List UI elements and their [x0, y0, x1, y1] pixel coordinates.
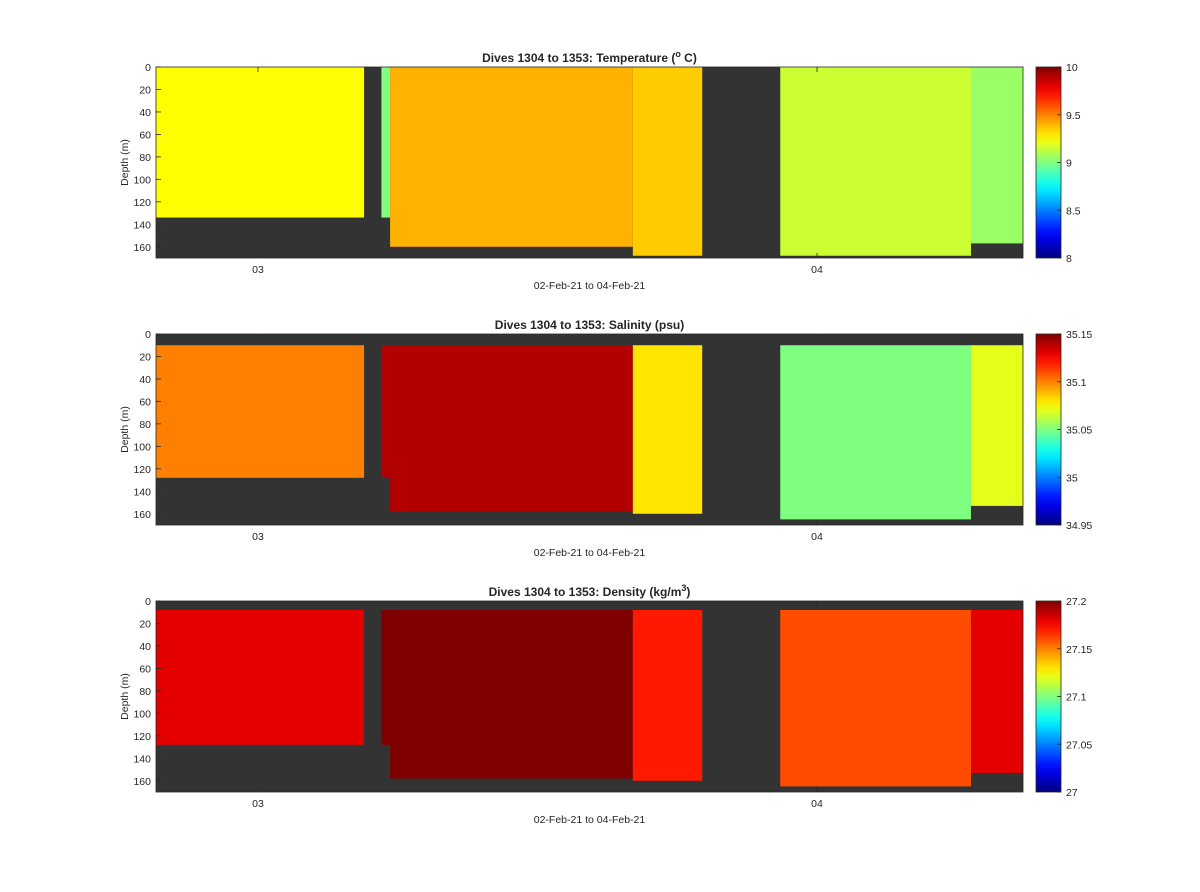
data-column-1: [381, 67, 391, 218]
y-tick-label: 140: [133, 753, 151, 765]
y-tick-label: 100: [133, 174, 151, 186]
data-column-0: [156, 67, 365, 218]
data-column-4: [780, 609, 971, 787]
y-tick-label: 0: [145, 62, 151, 74]
y-tick-label: 40: [139, 374, 151, 386]
colorbar-tick-label: 27: [1066, 787, 1078, 799]
chart-title: Dives 1304 to 1353: Density (kg/m3): [489, 583, 691, 599]
x-axis-label: 02-Feb-21 to 04-Feb-21: [534, 814, 646, 826]
y-tick-label: 20: [139, 351, 151, 363]
y-tick-label: 40: [139, 107, 151, 119]
y-tick-label: 160: [133, 509, 151, 521]
y-tick-label: 120: [133, 731, 151, 743]
colorbar-tick-label: 9.5: [1066, 110, 1081, 122]
colorbar-tick-label: 27.15: [1066, 644, 1092, 656]
colorbar: [1035, 66, 1062, 259]
chart-title: Dives 1304 to 1353: Temperature (o C): [482, 49, 697, 65]
plot-frame: [155, 333, 1024, 526]
colorbar-tick-label: 27.1: [1066, 692, 1087, 704]
y-tick-label: 100: [133, 708, 151, 720]
colorbar: [1035, 600, 1062, 793]
x-tick-label: 04: [811, 531, 823, 543]
y-tick-label: 80: [139, 152, 151, 164]
y-tick-label: 160: [133, 242, 151, 254]
chart-title: Dives 1304 to 1353: Salinity (psu): [495, 318, 684, 332]
y-tick-label: 20: [139, 84, 151, 96]
data-column-3: [632, 67, 703, 256]
x-axis-label: 02-Feb-21 to 04-Feb-21: [534, 280, 646, 292]
colorbar-tick-label: 8.5: [1066, 205, 1081, 217]
y-tick-label: 100: [133, 441, 151, 453]
colorbar-tick-label: 35.1: [1066, 377, 1087, 389]
y-tick-label: 60: [139, 129, 151, 141]
data-column-5: [970, 345, 1023, 506]
plot-frame: [155, 600, 1024, 793]
data-column-2: [390, 345, 633, 512]
data-column-1: [381, 609, 391, 745]
y-axis-label: Depth (m): [119, 406, 131, 453]
data-column-3: [632, 609, 703, 781]
colorbar-tick-label: 35.05: [1066, 425, 1092, 437]
data-column-3: [632, 345, 703, 514]
data-column-2: [390, 67, 633, 247]
panel-2: 0 20 40 60 80 100 120 140 160 03 04 Dives 1304 to 1…: [119, 583, 1092, 826]
data-column-4: [780, 67, 971, 256]
x-tick-label: 04: [811, 264, 823, 276]
y-axis-label: Depth (m): [119, 139, 131, 186]
colorbar-tick-label: 34.95: [1066, 520, 1092, 532]
y-tick-label: 120: [133, 464, 151, 476]
x-tick-label: 04: [811, 798, 823, 810]
data-column-1: [381, 345, 391, 478]
y-tick-label: 140: [133, 219, 151, 231]
plot-frame: [155, 66, 1024, 259]
y-tick-label: 0: [145, 596, 151, 608]
x-axis-label: 02-Feb-21 to 04-Feb-21: [534, 547, 646, 559]
colorbar-tick-label: 35.15: [1066, 329, 1092, 341]
y-tick-label: 160: [133, 776, 151, 788]
y-tick-label: 20: [139, 618, 151, 630]
y-tick-label: 40: [139, 641, 151, 653]
x-tick-label: 03: [252, 264, 264, 276]
y-tick-label: 80: [139, 686, 151, 698]
colorbar-tick-label: 35: [1066, 472, 1078, 484]
panel-0: 0 20 40 60 80 100 120 140 160 03 04 Dives 1304 to 1…: [119, 49, 1081, 292]
data-column-5: [970, 609, 1023, 773]
colorbar-tick-label: 9: [1066, 158, 1072, 170]
data-column-2: [390, 609, 633, 779]
x-tick-label: 03: [252, 531, 264, 543]
data-column-0: [156, 609, 365, 745]
data-column-5: [970, 67, 1023, 244]
colorbar-tick-label: 27.05: [1066, 739, 1092, 751]
y-tick-label: 140: [133, 486, 151, 498]
x-tick-label: 03: [252, 798, 264, 810]
panel-1: 0 20 40 60 80 100 120 140 160 03 04 Dives 1304 to 1…: [119, 318, 1092, 559]
y-axis-label: Depth (m): [119, 673, 131, 720]
colorbar-tick-label: 8: [1066, 253, 1072, 265]
y-tick-label: 0: [145, 329, 151, 341]
data-column-4: [780, 345, 971, 520]
y-tick-label: 60: [139, 396, 151, 408]
y-tick-label: 80: [139, 419, 151, 431]
y-tick-label: 120: [133, 197, 151, 209]
data-column-0: [156, 345, 365, 478]
colorbar-tick-label: 27.2: [1066, 596, 1087, 608]
colorbar-tick-label: 10: [1066, 62, 1078, 74]
y-tick-label: 60: [139, 663, 151, 675]
